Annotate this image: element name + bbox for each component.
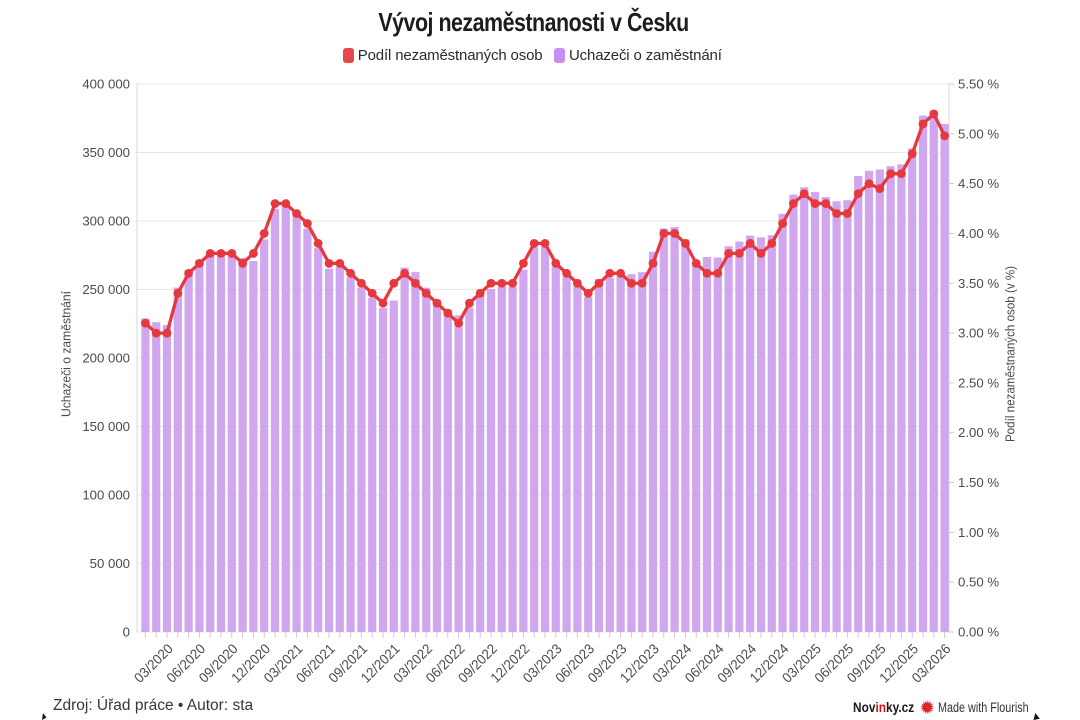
svg-text:5.50 %: 5.50 % (958, 77, 999, 92)
svg-text:5.00 %: 5.00 % (958, 126, 999, 141)
svg-text:100 000: 100 000 (82, 488, 130, 503)
svg-text:150 000: 150 000 (82, 419, 130, 434)
svg-text:2.50 %: 2.50 % (958, 375, 999, 390)
svg-text:300 000: 300 000 (82, 214, 130, 229)
svg-text:50 000: 50 000 (90, 556, 130, 571)
svg-text:0.00 %: 0.00 % (958, 625, 999, 640)
svg-text:200 000: 200 000 (82, 351, 130, 366)
svg-text:3.00 %: 3.00 % (958, 326, 999, 341)
svg-text:1.00 %: 1.00 % (958, 525, 999, 540)
svg-text:Podíl nezaměstnaných osob (v %: Podíl nezaměstnaných osob (v %) (1003, 266, 1018, 442)
svg-text:4.00 %: 4.00 % (958, 226, 999, 241)
svg-text:350 000: 350 000 (82, 145, 130, 160)
svg-text:400 000: 400 000 (82, 77, 130, 92)
svg-text:0.50 %: 0.50 % (958, 575, 999, 590)
svg-text:250 000: 250 000 (82, 282, 130, 297)
svg-text:1.50 %: 1.50 % (958, 475, 999, 490)
svg-text:4.50 %: 4.50 % (958, 176, 999, 191)
svg-text:2.00 %: 2.00 % (958, 425, 999, 440)
svg-text:3.50 %: 3.50 % (958, 276, 999, 291)
svg-text:Uchazeči o zaměstnání: Uchazeči o zaměstnání (59, 290, 74, 417)
svg-text:0: 0 (123, 625, 130, 640)
